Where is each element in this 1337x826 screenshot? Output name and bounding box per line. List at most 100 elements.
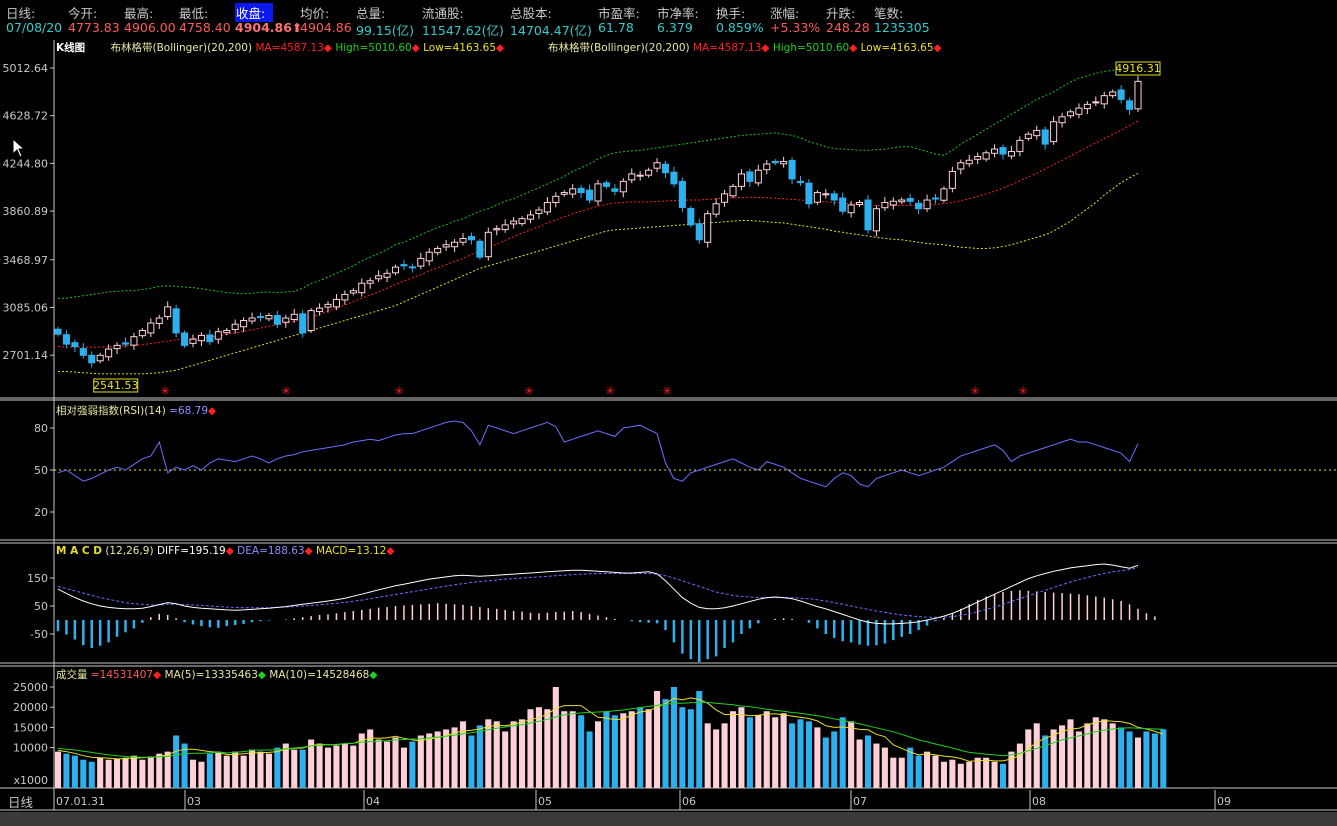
price-tick-label: 2701.14 — [3, 349, 49, 362]
volume-bar — [1025, 729, 1032, 788]
candle-body — [619, 180, 627, 193]
candle-body — [1041, 129, 1049, 145]
candle-body — [982, 152, 990, 160]
volume-bar — [949, 759, 956, 788]
period-label[interactable]: 日线 — [8, 795, 34, 810]
candle-body — [594, 183, 602, 202]
volume-bar — [350, 745, 357, 788]
volume-bar — [130, 755, 137, 788]
macd-title: M A C D — [56, 545, 102, 557]
macd-diff: DIFF=195.19 — [156, 545, 226, 557]
signal-star-icon: ✳ — [662, 384, 672, 398]
volume-bar — [552, 687, 559, 788]
candle-body — [695, 223, 703, 241]
rsi-tick-label: 20 — [34, 506, 48, 519]
signal-star-icon: ✳ — [970, 384, 980, 398]
volume-bar — [966, 761, 973, 788]
candle-body — [1016, 139, 1024, 153]
candle-body — [341, 293, 349, 301]
main-low: Low=4163.65 — [423, 42, 497, 54]
volume-bar — [713, 729, 720, 788]
candle-body — [366, 280, 374, 284]
header-label-14: 笔数: — [874, 6, 904, 21]
main2-bb-name: 布林格带(Bollinger)(20,200) — [548, 42, 690, 54]
macd-dea: DEA=188.63 — [237, 545, 305, 557]
candle-body — [231, 323, 239, 330]
price-tick-label: 5012.64 — [3, 62, 49, 75]
volume-bar — [696, 691, 703, 788]
volume-bar — [409, 741, 416, 788]
candle-body — [560, 192, 568, 195]
volume-bar — [308, 739, 315, 788]
price-tick-label: 3468.97 — [3, 254, 49, 267]
candle-body — [746, 171, 754, 182]
candle-body — [543, 202, 551, 213]
candle-body — [164, 306, 172, 318]
header-value-4: 4904.86⬆ — [235, 20, 303, 35]
high-label: 4916.31 — [1115, 62, 1161, 75]
header-value-3: 4758.40 — [179, 20, 231, 35]
candle-body — [872, 208, 880, 232]
candle-body — [805, 182, 813, 205]
main2-high: High=5010.60 — [772, 42, 850, 54]
volume-bar — [476, 725, 483, 788]
main-legend-2: 布林格带(Bollinger)(20,200) MA=4587.13◆ High… — [548, 42, 942, 54]
time-tick-label: 03 — [187, 795, 201, 808]
candle-body — [121, 342, 130, 345]
candle-body — [1100, 95, 1108, 105]
candle-body — [948, 170, 956, 189]
volume-bar — [1016, 743, 1023, 788]
candle-body — [813, 192, 821, 203]
macd-params: (12,26,9) — [105, 545, 154, 557]
header-label-0: 日线: — [6, 6, 36, 21]
volume-bar — [105, 759, 112, 788]
candle-body — [316, 307, 324, 313]
time-tick-label: 05 — [538, 795, 552, 808]
candle-body — [105, 348, 113, 358]
candle-body — [1007, 151, 1015, 157]
volume-bar — [569, 711, 576, 788]
volume-bar — [1134, 737, 1142, 788]
header-value-13: 248.28 — [826, 20, 870, 35]
volume-bar — [181, 743, 188, 788]
candle-body — [915, 202, 923, 210]
volume-bar — [417, 735, 424, 788]
vol-ma5: MA(5)=13335463 — [164, 669, 258, 681]
vol-name: 成交量 — [56, 669, 88, 681]
main-high: High=5010.60 — [335, 42, 412, 54]
candle-body — [113, 344, 121, 350]
volume-bar — [367, 729, 374, 788]
volume-bar — [890, 757, 897, 788]
volume-bar — [620, 713, 627, 788]
candle-body — [923, 199, 931, 210]
volume-bar — [755, 715, 762, 788]
volume-bar — [468, 735, 475, 788]
volume-bar — [240, 755, 247, 788]
candle-body — [957, 162, 965, 170]
volume-bar — [898, 757, 905, 788]
candle-body — [569, 188, 577, 195]
volume-bar — [789, 723, 796, 788]
bollinger-upper-line — [58, 67, 1139, 299]
volume-bar — [459, 721, 467, 788]
volume-bar — [443, 729, 450, 788]
volume-bar — [814, 727, 821, 788]
candle-body — [721, 193, 729, 203]
candle-body — [535, 209, 543, 214]
stock-chart[interactable]: 5012.64 4628.72 4244.80 3860.89 3468.97 3085.… — [0, 38, 1337, 826]
header-label-13: 升跌: — [826, 6, 856, 21]
time-tick-label: 07 — [853, 795, 867, 808]
candle-body — [602, 182, 610, 187]
volume-bar — [510, 721, 517, 788]
volume-bar — [797, 719, 804, 788]
candle-body — [1109, 91, 1117, 97]
header-value-14: 1235305 — [874, 20, 930, 35]
candle-body — [518, 218, 526, 225]
candle-body — [661, 163, 670, 174]
volume-bar — [594, 721, 602, 788]
bottom-scrollbar — [0, 812, 1337, 826]
candle-body — [273, 315, 281, 325]
candle-body — [729, 185, 737, 197]
volume-bar — [206, 753, 213, 788]
candle-body — [611, 188, 619, 192]
